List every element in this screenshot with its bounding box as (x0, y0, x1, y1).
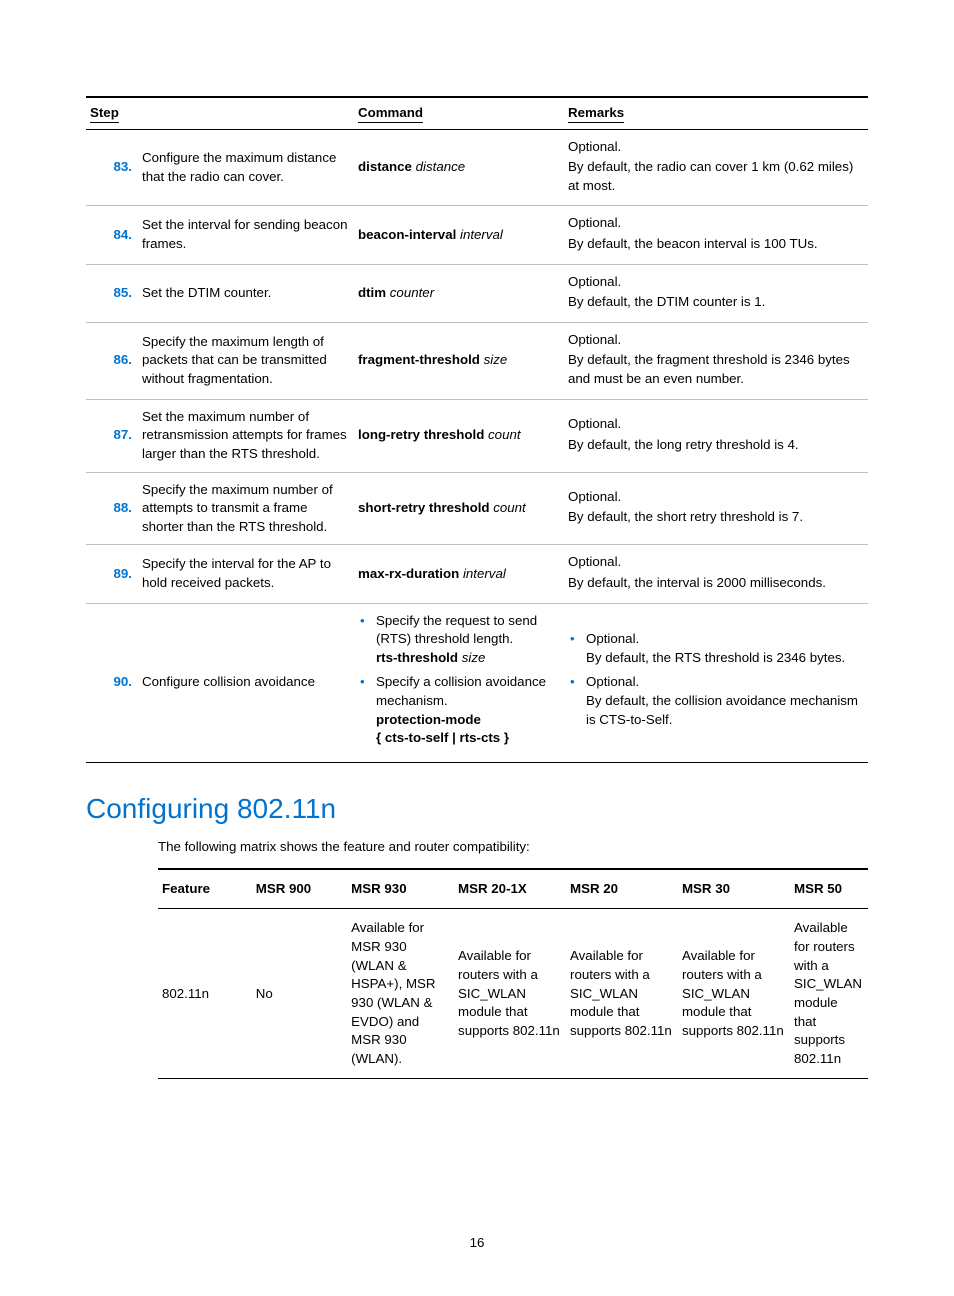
step-command: distance distance (354, 129, 564, 206)
list-item: Optional.By default, the RTS threshold i… (568, 630, 862, 667)
list-item: Specify a collision avoidance mechanism.… (358, 673, 558, 747)
th-msr30: MSR 30 (678, 869, 790, 909)
page-number: 16 (0, 1235, 954, 1250)
th-msr50: MSR 50 (790, 869, 868, 909)
table-row: 85.Set the DTIM counter.dtim counterOpti… (86, 264, 868, 322)
step-remarks: Optional.By default, the beacon interval… (564, 206, 868, 264)
list-item: Optional.By default, the collision avoid… (568, 673, 862, 729)
table-row: 83.Configure the maximum distance that t… (86, 129, 868, 206)
step-remarks: Optional.By default, the fragment thresh… (564, 322, 868, 399)
cell-feature: 802.11n (158, 909, 252, 1079)
table-header-row: Feature MSR 900 MSR 930 MSR 20-1X MSR 20… (158, 869, 868, 909)
step-command: dtim counter (354, 264, 564, 322)
cell-msr930: Available for MSR 930 (WLAN & HSPA+), MS… (347, 909, 454, 1079)
cell-msr20: Available for routers with a SIC_WLAN mo… (566, 909, 678, 1079)
step-description: Configure the maximum distance that the … (138, 129, 354, 206)
step-command: beacon-interval interval (354, 206, 564, 264)
page: Step Command Remarks 83.Configure the ma… (0, 0, 954, 1296)
step-number: 88. (86, 472, 138, 545)
table-header-row: Step Command Remarks (86, 97, 868, 129)
step-remarks: Optional.By default, the radio can cover… (564, 129, 868, 206)
cell-msr201x: Available for routers with a SIC_WLAN mo… (454, 909, 566, 1079)
step-description: Set the interval for sending beacon fram… (138, 206, 354, 264)
step-remarks: Optional.By default, the long retry thre… (564, 399, 868, 472)
cell-msr900: No (252, 909, 347, 1079)
th-msr930: MSR 930 (347, 869, 454, 909)
step-command-table: Step Command Remarks 83.Configure the ma… (86, 96, 868, 763)
table-row: 86.Specify the maximum length of packets… (86, 322, 868, 399)
step-remarks: Optional.By default, the interval is 200… (564, 545, 868, 603)
feature-compat-table: Feature MSR 900 MSR 930 MSR 20-1X MSR 20… (158, 868, 868, 1079)
step-number: 85. (86, 264, 138, 322)
cell-msr30: Available for routers with a SIC_WLAN mo… (678, 909, 790, 1079)
step-number: 84. (86, 206, 138, 264)
step-command: max-rx-duration interval (354, 545, 564, 603)
cell-msr50: Available for routers with a SIC_WLAN mo… (790, 909, 868, 1079)
step-number: 89. (86, 545, 138, 603)
table-row: 87.Set the maximum number of retransmiss… (86, 399, 868, 472)
step-description: Configure collision avoidance (138, 603, 354, 762)
step-command: short-retry threshold count (354, 472, 564, 545)
th-msr20: MSR 20 (566, 869, 678, 909)
step-number: 86. (86, 322, 138, 399)
step-command: Specify the request to send (RTS) thresh… (354, 603, 564, 762)
step-command: long-retry threshold count (354, 399, 564, 472)
table-row: 802.11n No Available for MSR 930 (WLAN &… (158, 909, 868, 1079)
step-description: Set the maximum number of retransmission… (138, 399, 354, 472)
step-description: Specify the maximum length of packets th… (138, 322, 354, 399)
step-number: 90. (86, 603, 138, 762)
table-row: 84.Set the interval for sending beacon f… (86, 206, 868, 264)
list-item: Specify the request to send (RTS) thresh… (358, 612, 558, 668)
section-intro: The following matrix shows the feature a… (158, 839, 868, 854)
step-remarks: Optional.By default, the DTIM counter is… (564, 264, 868, 322)
table-row: 89.Specify the interval for the AP to ho… (86, 545, 868, 603)
step-description: Specify the maximum number of attempts t… (138, 472, 354, 545)
step-command: fragment-threshold size (354, 322, 564, 399)
step-remarks: Optional.By default, the short retry thr… (564, 472, 868, 545)
th-command: Command (354, 97, 564, 129)
table-row: 90.Configure collision avoidanceSpecify … (86, 603, 868, 762)
th-remarks: Remarks (564, 97, 868, 129)
th-step: Step (86, 97, 354, 129)
th-msr201x: MSR 20-1X (454, 869, 566, 909)
step-remarks: Optional.By default, the RTS threshold i… (564, 603, 868, 762)
step-number: 87. (86, 399, 138, 472)
section-title: Configuring 802.11n (86, 793, 868, 825)
th-msr900: MSR 900 (252, 869, 347, 909)
step-description: Specify the interval for the AP to hold … (138, 545, 354, 603)
step-number: 83. (86, 129, 138, 206)
th-feature: Feature (158, 869, 252, 909)
step-description: Set the DTIM counter. (138, 264, 354, 322)
table-row: 88.Specify the maximum number of attempt… (86, 472, 868, 545)
